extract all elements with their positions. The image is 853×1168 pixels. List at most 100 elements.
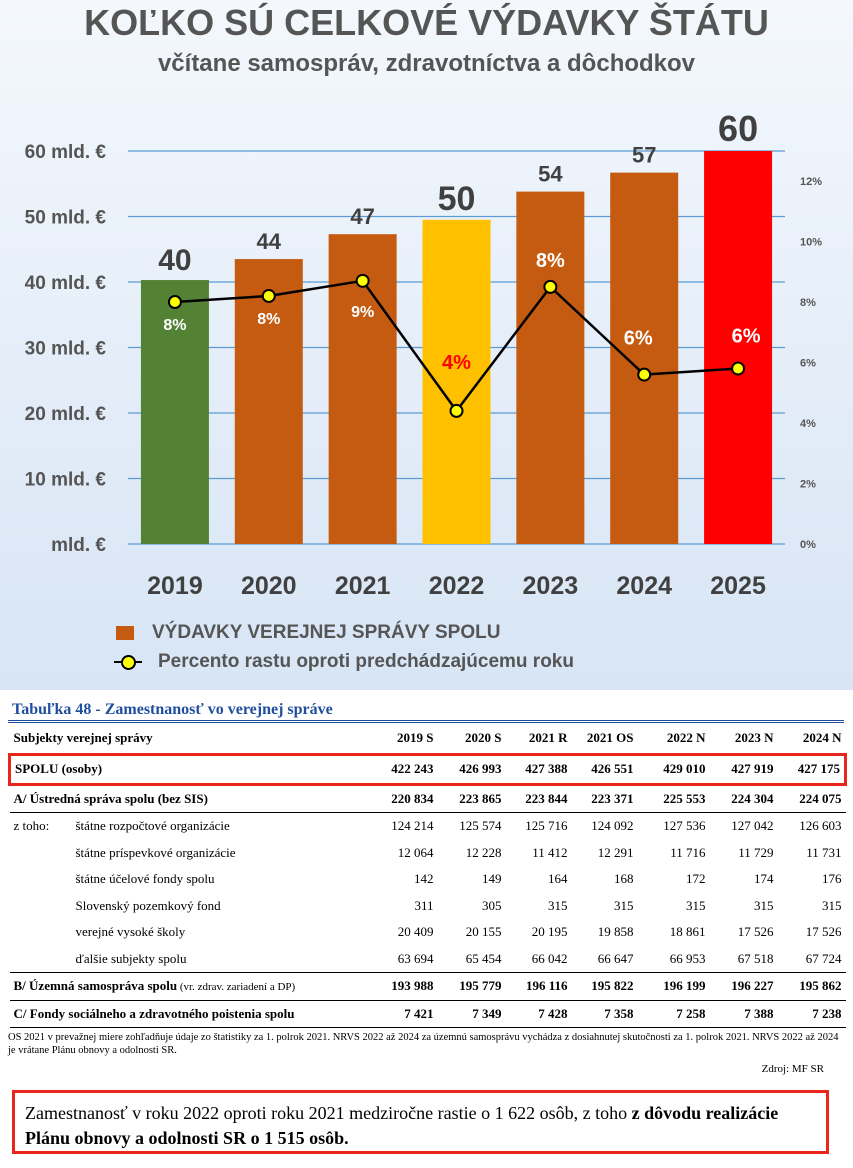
table-cell: 7 388	[709, 999, 778, 1028]
table-cell: 315	[614, 897, 634, 913]
bar-value-label: 44	[257, 229, 282, 254]
table-cell: 220 834	[391, 790, 434, 806]
table-row: B/ Územná samospráva spolu (vr. zdrav. z…	[9, 972, 846, 1000]
table-header-cell: Subjekty verejnej správy	[9, 723, 372, 755]
table-header-row: Subjekty verejnej správy 2019 S 2020 S 2…	[9, 723, 846, 755]
table-cell: 127 536	[637, 812, 710, 840]
table-cell: 223 844	[525, 790, 568, 806]
table-cell: 426 993	[437, 753, 506, 786]
chart-title: KOĽKO SÚ CELKOVÉ VÝDAVKY ŠTÁTU	[84, 2, 769, 43]
table-cell: 7 428	[505, 999, 572, 1028]
table-cell: 427 919	[709, 753, 778, 786]
table-cell: 427 175	[777, 753, 848, 786]
row-label-text: štátne účelové fondy spolu	[75, 871, 215, 887]
y2-tick-label: 10%	[800, 237, 822, 249]
row-prefix: z toho:	[9, 812, 72, 840]
table-header-cell: 2021 OS	[571, 723, 638, 755]
table-header-cell: 2022 N	[637, 723, 710, 755]
table-cell: 223 865	[459, 790, 502, 806]
table-cell: 427 388	[505, 753, 572, 786]
growth-point	[449, 403, 464, 418]
table-cell: 225 553	[663, 790, 706, 806]
table-row: štátne príspevkové organizácie 12 064 12 2…	[10, 840, 846, 867]
row-label-text: ďalšie subjekty spolu	[75, 950, 187, 966]
growth-label: 8%	[163, 317, 186, 334]
legend-line-marker	[114, 652, 142, 672]
row-prefix	[10, 866, 72, 893]
y-tick-label: 60 mld. €	[25, 142, 107, 163]
table-cell: 142	[414, 871, 434, 887]
table-cell: 7 358	[571, 999, 638, 1028]
y-tick-label: 50 mld. €	[25, 208, 107, 229]
table-cell: 66 953	[669, 950, 706, 966]
bar-value-label: 50	[438, 180, 476, 218]
table-header-cell: 2024 N	[777, 723, 846, 755]
y2-tick-label: 4%	[800, 418, 816, 430]
y-tick-label: 30 mld. €	[25, 339, 107, 360]
row-prefix	[10, 893, 72, 920]
table-cell: 195 862	[777, 972, 846, 1000]
table-cell: 195 779	[437, 972, 506, 1000]
table-cell: 149	[482, 871, 502, 887]
x-tick-label: 2019	[147, 572, 203, 600]
bar	[140, 280, 209, 544]
growth-point	[731, 361, 746, 376]
row-label-text: A/ Ústredná správa spolu (bez SIS)	[13, 790, 208, 806]
table-header-cell: 2019 S	[371, 723, 438, 755]
table-cell: 18 861	[669, 924, 706, 940]
table-cell: 127 042	[709, 812, 778, 840]
bar-value-label: 47	[350, 204, 374, 229]
chart-subtitle: včítane samospráv, zdravotníctva a dôcho…	[157, 50, 696, 77]
table-cell: 426 551	[571, 753, 638, 786]
x-tick-label: 2025	[710, 572, 766, 600]
table-cell: 125 716	[505, 812, 572, 840]
row-label-text: B/ Územná samospráva spolu	[13, 978, 178, 994]
bar-value-label: 40	[158, 244, 191, 277]
legend-bar-swatch	[116, 626, 134, 640]
table-cell: 67 518	[737, 950, 774, 966]
y-tick-label: mld. €	[51, 535, 106, 556]
table-cell: 224 075	[799, 790, 842, 806]
row-label-text: verejné vysoké školy	[75, 924, 186, 940]
row-label: SPOLU (osoby)	[7, 753, 372, 786]
table-row: štátne účelové fondy spolu 142 149 164 168 17…	[10, 866, 846, 893]
table-cell: 66 647	[597, 950, 634, 966]
growth-label: 6%	[624, 328, 653, 350]
table-cell: 305	[482, 897, 502, 913]
x-tick-label: 2023	[523, 572, 579, 600]
table-cell: 11 412	[532, 844, 568, 860]
table-cell: 63 694	[397, 950, 434, 966]
table-cell: 11 731	[806, 844, 842, 860]
table-header-cell: 2021 R	[505, 723, 572, 755]
table-cell: 7 349	[437, 999, 506, 1028]
table-cell: 11 716	[670, 844, 706, 860]
table-cell: 66 042	[531, 950, 568, 966]
highlight-text: Zamestnanosť v roku 2022 oproti roku 202…	[25, 1103, 632, 1123]
table-cell: 196 227	[709, 972, 778, 1000]
table-header-cell: 2020 S	[437, 723, 506, 755]
row-label-note: (vr. zdrav. zariadení a DP)	[177, 981, 296, 994]
table-cell: 176	[822, 871, 842, 887]
bar	[704, 151, 773, 544]
x-tick-label: 2024	[616, 572, 672, 600]
highlight-bold-text: z dôvodu realizácie Plánu obnovy a odoln…	[25, 1103, 779, 1148]
table-cell: 429 010	[637, 753, 710, 786]
bar	[516, 191, 585, 545]
y-tick-label: 10 mld. €	[25, 470, 107, 491]
table-row: ďalšie subjekty spolu 63 694 65 454 66 042 6…	[10, 946, 846, 973]
growth-point	[637, 367, 652, 382]
x-tick-label: 2021	[335, 572, 391, 600]
y-tick-label: 20 mld. €	[25, 404, 107, 425]
table-cell: 315	[754, 897, 774, 913]
table-cell: 193 988	[371, 972, 438, 1000]
table-cell: 124 214	[371, 812, 438, 840]
table-cell: 20 195	[531, 924, 568, 940]
bar	[234, 259, 303, 544]
table-cell: 315	[548, 897, 568, 913]
table-cell: 174	[754, 871, 774, 887]
y2-tick-label: 12%	[800, 176, 822, 188]
growth-label: 6%	[732, 326, 761, 348]
table-cell: 20 409	[397, 924, 434, 940]
chart-panel: mld. € 10 mld. € 20 mld. € 30 mld. € 40 mld.…	[0, 0, 853, 690]
row-prefix	[10, 840, 72, 867]
